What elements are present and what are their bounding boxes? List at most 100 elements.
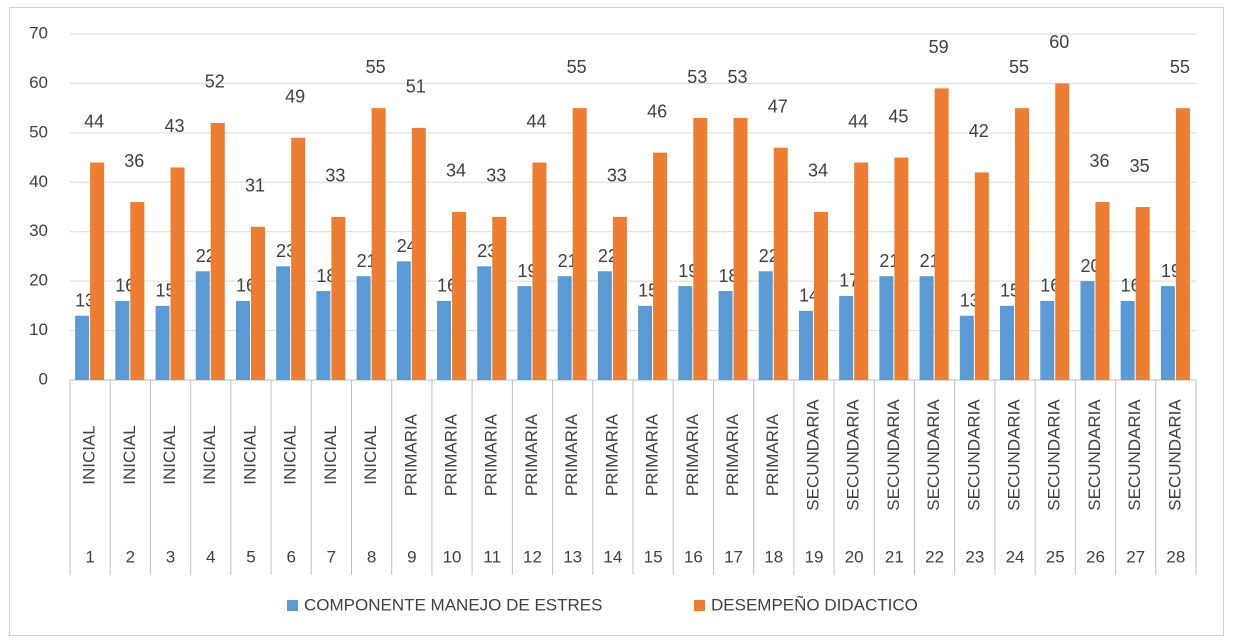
x-tick-label: 1: [85, 547, 94, 566]
bar: [517, 286, 532, 380]
bar: [1175, 108, 1190, 381]
bar: [678, 286, 693, 380]
y-tick-label: 60: [29, 73, 48, 92]
x-group-label: INICIAL: [80, 425, 99, 485]
x-tick-label: 17: [724, 547, 743, 566]
x-tick-label: 13: [563, 547, 582, 566]
legend-label: COMPONENTE MANEJO DE ESTRES: [304, 595, 602, 614]
x-tick-label: 9: [407, 547, 416, 566]
y-tick-label: 50: [29, 122, 48, 141]
x-tick-label: 28: [1166, 547, 1185, 566]
legend-label: DESEMPEÑO DIDACTICO: [711, 595, 918, 614]
bar: [557, 276, 572, 380]
data-label: 33: [607, 166, 627, 186]
x-tick-label: 15: [644, 547, 663, 566]
x-tick-label: 26: [1086, 547, 1105, 566]
data-label: 34: [808, 161, 828, 181]
x-group-label: PRIMARIA: [683, 413, 702, 496]
bar: [959, 315, 974, 380]
x-group-label: PRIMARIA: [562, 413, 581, 496]
x-tick-label: 18: [764, 547, 783, 566]
data-label: 59: [929, 37, 949, 57]
data-label: 44: [526, 111, 546, 131]
bar: [250, 226, 265, 380]
x-group-label: INICIAL: [240, 425, 259, 485]
x-group-label: INICIAL: [120, 425, 139, 485]
data-label: 53: [728, 67, 748, 87]
y-tick-label: 70: [29, 23, 48, 42]
x-tick-label: 16: [684, 547, 703, 566]
x-tick-label: 11: [483, 547, 501, 566]
bar: [653, 152, 668, 380]
bar: [210, 122, 225, 380]
x-group-label: INICIAL: [321, 425, 340, 485]
x-tick-label: 5: [246, 547, 255, 566]
x-group-label: SECUNDARIA: [1165, 399, 1184, 511]
data-label: 46: [647, 101, 667, 121]
x-group-label: SECUNDARIA: [844, 399, 863, 511]
bar: [693, 118, 708, 381]
data-label: 52: [205, 72, 225, 92]
bar: [90, 162, 105, 380]
data-label: 42: [969, 121, 989, 141]
data-label: 33: [486, 166, 506, 186]
bar: [934, 88, 949, 380]
x-group-label: INICIAL: [281, 425, 300, 485]
bar: [396, 261, 411, 380]
x-group-label: SECUNDARIA: [803, 399, 822, 511]
bar: [894, 157, 909, 380]
bar: [1015, 108, 1030, 381]
bar: [356, 276, 371, 380]
bar: [276, 266, 291, 380]
data-label: 55: [1009, 57, 1029, 77]
x-group-label: INICIAL: [361, 425, 380, 485]
bar: [1055, 83, 1070, 380]
x-group-label: SECUNDARIA: [1125, 399, 1144, 511]
x-tick-label: 20: [845, 547, 864, 566]
data-label: 36: [1089, 151, 1109, 171]
bar: [130, 202, 145, 380]
data-label: 44: [84, 111, 104, 131]
y-tick-label: 0: [39, 369, 48, 388]
x-tick-label: 19: [805, 547, 824, 566]
data-label: 44: [848, 111, 868, 131]
x-tick-label: 27: [1126, 547, 1145, 566]
bar: [1160, 286, 1175, 380]
data-label: 55: [366, 57, 386, 77]
bar: [919, 276, 934, 380]
bar: [1120, 300, 1135, 380]
x-group-label: SECUNDARIA: [1005, 399, 1024, 511]
x-group-label: SECUNDARIA: [884, 399, 903, 511]
x-tick-label: 25: [1046, 547, 1065, 566]
bar: [839, 295, 854, 380]
data-label: 60: [1049, 32, 1069, 52]
x-group-label: SECUNDARIA: [1085, 399, 1104, 511]
data-label: 34: [446, 161, 466, 181]
legend-swatch: [694, 600, 705, 611]
x-group-label: PRIMARIA: [723, 413, 742, 496]
data-label: 43: [165, 116, 185, 136]
bar: [879, 276, 894, 380]
x-tick-label: 7: [327, 547, 336, 566]
bar: [758, 271, 773, 380]
x-tick-label: 12: [523, 547, 542, 566]
bar: [854, 162, 869, 380]
bar: [813, 211, 828, 380]
y-tick-label: 40: [29, 172, 48, 191]
data-label: 55: [1170, 57, 1190, 77]
x-tick-label: 23: [965, 547, 984, 566]
bar: [75, 315, 90, 380]
bar: [733, 118, 748, 381]
x-group-label: PRIMARIA: [643, 413, 662, 496]
bar: [1000, 305, 1015, 380]
bar: [115, 300, 130, 380]
data-label: 51: [406, 77, 426, 97]
x-group-label: SECUNDARIA: [964, 399, 983, 511]
bar: [195, 271, 210, 380]
bar: [437, 300, 452, 380]
x-group-label: PRIMARIA: [763, 413, 782, 496]
bar: [1095, 202, 1110, 380]
bar: [1080, 281, 1095, 380]
bar: [291, 137, 306, 380]
